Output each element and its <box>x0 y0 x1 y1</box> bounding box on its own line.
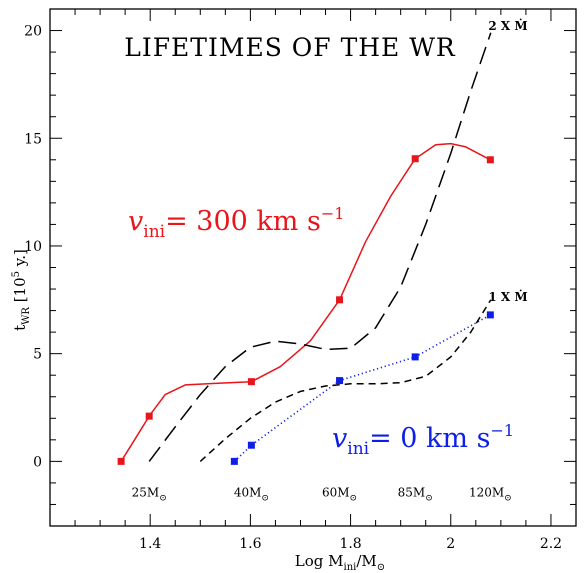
x-axis-label: Log Mini/M⊙ <box>295 552 385 573</box>
y-axis-label-main: t <box>11 325 29 331</box>
mass-label: 85M⊙ <box>398 486 433 504</box>
y-tick-label: 15 <box>24 131 42 147</box>
annotation-mdot2: 2 X Ṁ <box>488 18 527 33</box>
y-axis-label-sub: WR <box>21 307 32 325</box>
x-axis-label-main: Log M <box>295 552 344 570</box>
series-line-2 <box>148 32 492 462</box>
series-line-3 <box>199 299 492 462</box>
series-curves <box>120 32 492 462</box>
x-tick-label: 1.4 <box>139 536 161 552</box>
x-tick-label: 1.8 <box>339 536 361 552</box>
chart-title: LIFETIMES OF THE WR <box>124 33 456 62</box>
vini-300-text: = 300 km s <box>165 206 321 237</box>
vini-300-exponent: −1 <box>321 204 345 223</box>
y-axis-label-unit-post: y.] <box>11 249 29 271</box>
mass-label: 25M⊙ <box>132 486 167 504</box>
data-point-1 <box>247 441 255 449</box>
annotation-mdot1: 1 X Ṁ <box>488 289 527 304</box>
series-markers <box>117 155 494 465</box>
x-tick-label: 2.2 <box>540 536 562 552</box>
annotation-vini-0: vini= 0 km s−1 <box>332 421 514 459</box>
vini-300-symbol: v <box>128 206 143 237</box>
data-point-0 <box>411 155 419 163</box>
x-tick-label: 1.6 <box>239 536 261 552</box>
y-tick-label: 10 <box>24 239 42 255</box>
series-line-0 <box>120 142 491 462</box>
annotation-vini-300: vini= 300 km s−1 <box>128 204 344 242</box>
x-axis-label-sun: ⊙ <box>377 562 385 573</box>
y-axis-label-unit-pre: [10 <box>11 277 29 307</box>
mass-label: 60M⊙ <box>322 486 357 504</box>
mass-labels: 25M⊙ 40M⊙ 60M⊙ 85M⊙ 120M⊙ <box>132 486 512 504</box>
vini-0-exponent: −1 <box>490 421 514 440</box>
y-axis-label-unit-sup: 5 <box>11 271 22 277</box>
data-point-1 <box>411 353 419 361</box>
vini-0-symbol: v <box>332 423 347 454</box>
tick-marks <box>49 8 577 527</box>
data-point-1 <box>486 311 494 319</box>
data-point-0 <box>145 412 153 420</box>
y-tick-label: 5 <box>33 347 42 363</box>
data-point-0 <box>486 156 494 164</box>
vini-0-text: = 0 km s <box>369 423 490 454</box>
vini-300-subscript: ini <box>143 222 165 242</box>
x-axis-label-suffix: /M <box>356 552 376 570</box>
x-axis-label-sub: ini <box>344 562 357 573</box>
data-point-1 <box>230 457 238 465</box>
data-point-0 <box>336 296 344 304</box>
tick-labels: 1.4 1.6 1.8 2 2.2 0 5 10 15 20 <box>24 24 562 552</box>
y-tick-label: 0 <box>33 454 42 470</box>
y-axis-label: tWR [105 y.] <box>11 249 32 331</box>
x-tick-label: 2 <box>446 536 455 552</box>
data-point-1 <box>336 377 344 385</box>
data-point-0 <box>117 457 125 465</box>
y-tick-label: 20 <box>24 24 42 40</box>
mass-label: 120M⊙ <box>469 486 512 504</box>
data-point-0 <box>247 378 255 386</box>
vini-0-subscript: ini <box>347 439 369 459</box>
mass-label: 40M⊙ <box>234 486 269 504</box>
